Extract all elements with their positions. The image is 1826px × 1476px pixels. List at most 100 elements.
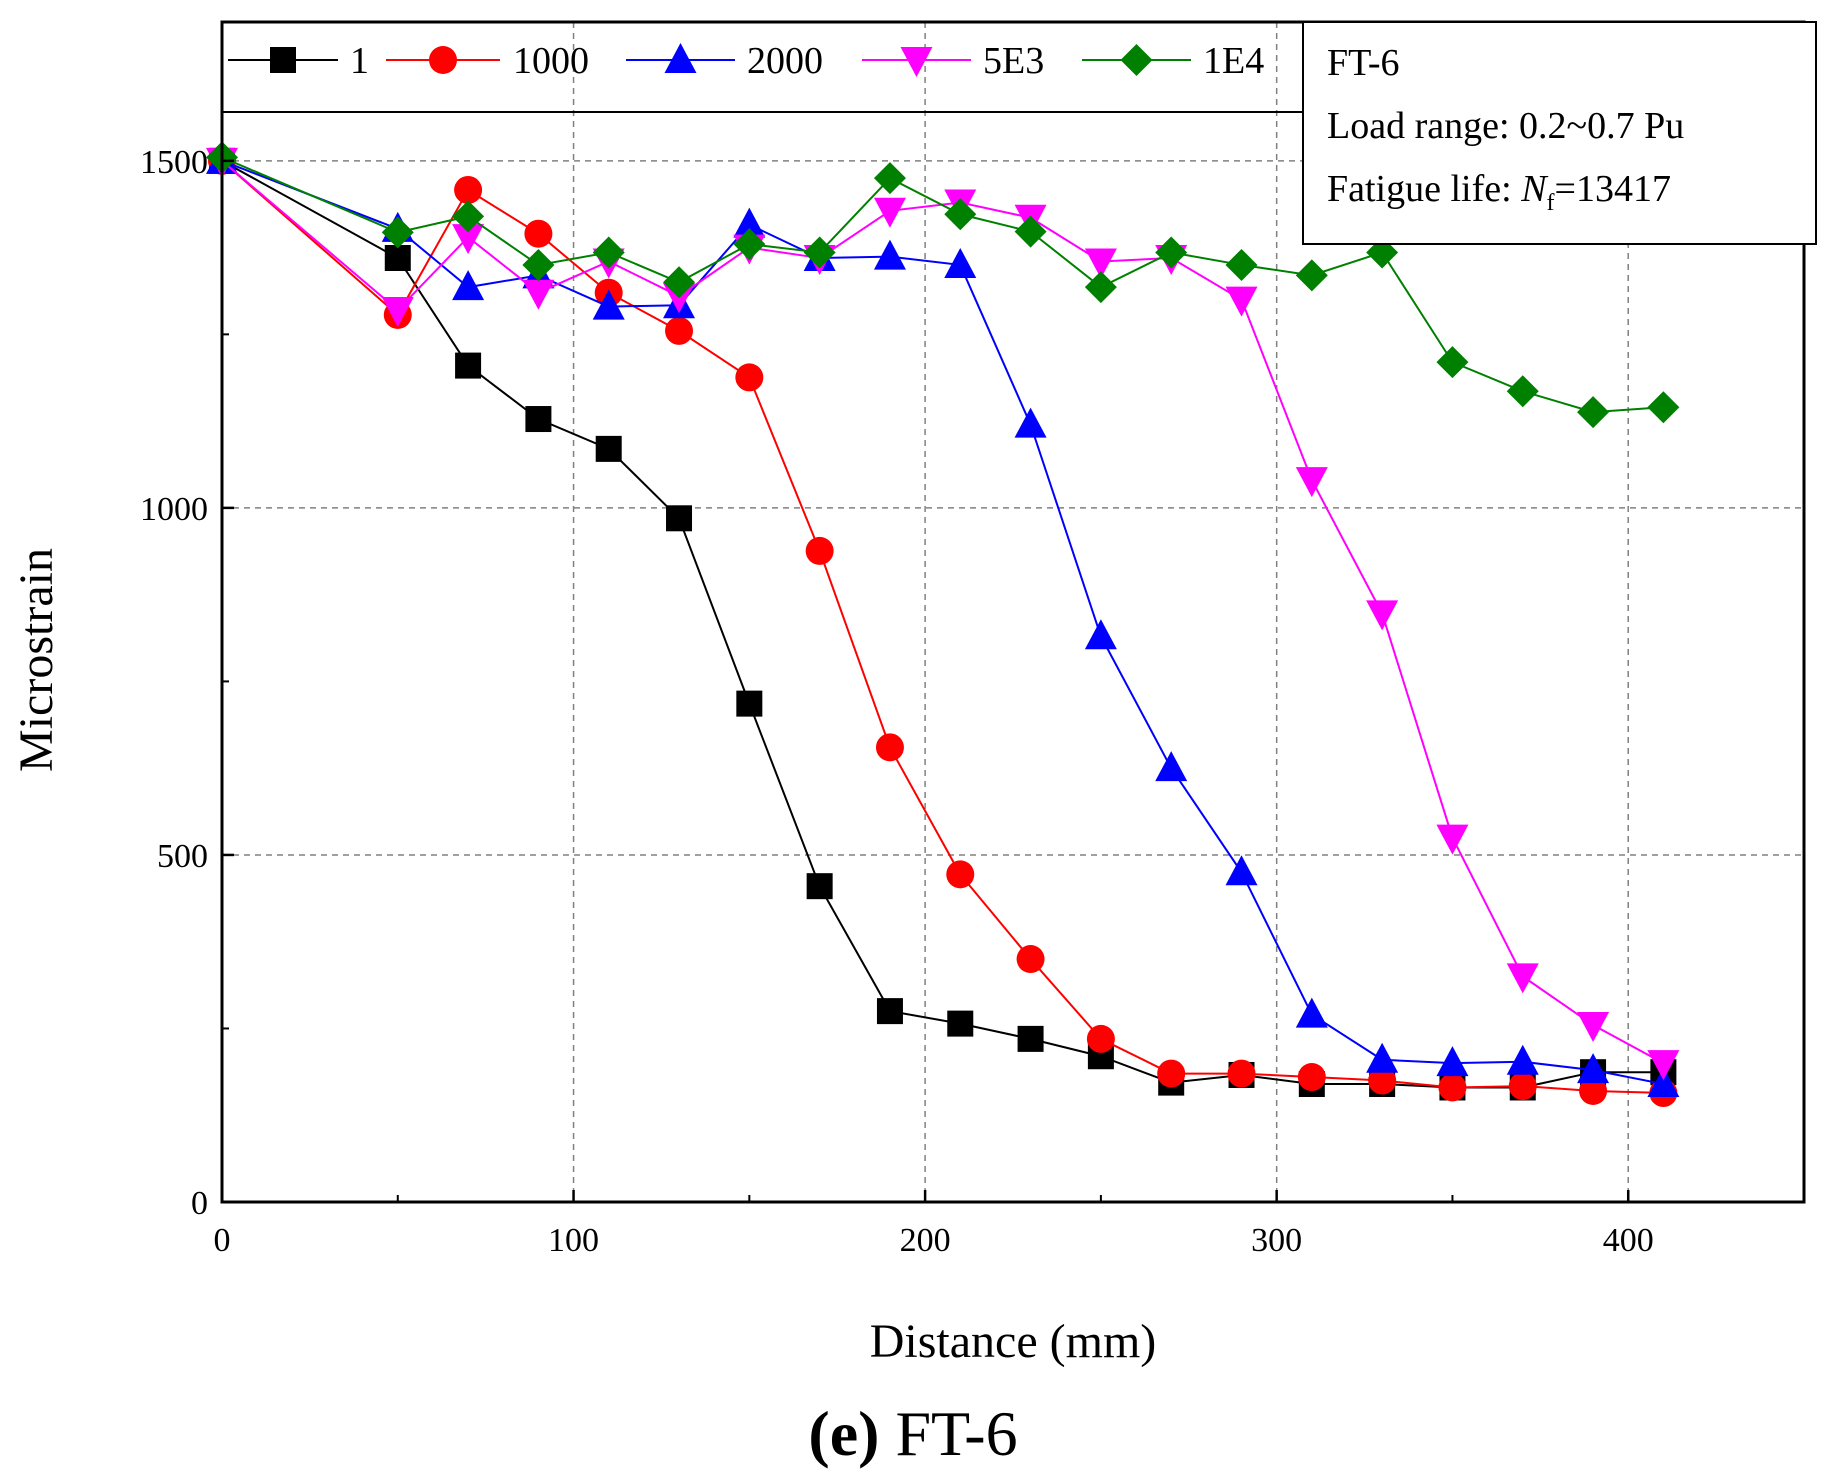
data-point bbox=[1155, 751, 1188, 782]
axis-ticks: 0 100 200 300 400 0 500 1000 1500 bbox=[140, 144, 1654, 1259]
series-1000 bbox=[208, 146, 1678, 1108]
data-point bbox=[1366, 1042, 1399, 1073]
info-box: FT-6 Load range: 0.2~0.7 Pu Fatigue life… bbox=[1302, 21, 1817, 245]
data-point bbox=[1647, 1067, 1680, 1097]
data-point bbox=[665, 316, 694, 345]
x-tick-label: 100 bbox=[548, 1222, 599, 1259]
data-point bbox=[1436, 346, 1469, 379]
data-point bbox=[1438, 1073, 1467, 1102]
data-point bbox=[1225, 248, 1258, 281]
data-point bbox=[736, 690, 763, 717]
data-point bbox=[1647, 1050, 1680, 1081]
info-nf-value: =13417 bbox=[1555, 168, 1671, 210]
x-tick-label: 200 bbox=[900, 1222, 951, 1259]
data-point bbox=[522, 279, 555, 310]
y-tick-label: 500 bbox=[157, 838, 208, 875]
data-point bbox=[454, 175, 483, 204]
data-point bbox=[873, 197, 906, 228]
legend-item-1: 1 bbox=[228, 40, 369, 82]
data-point bbox=[1295, 997, 1328, 1028]
series-1E4 bbox=[206, 141, 1680, 429]
data-point bbox=[522, 248, 555, 281]
data-point bbox=[735, 363, 764, 392]
legend-swatch-marker bbox=[664, 43, 697, 73]
data-point bbox=[1157, 1059, 1186, 1088]
data-point bbox=[525, 406, 552, 433]
data-point bbox=[1506, 375, 1539, 408]
data-point bbox=[1017, 1025, 1044, 1052]
data-point bbox=[1295, 259, 1328, 292]
info-fatigue-life: Fatigue life: Nf=13417 bbox=[1327, 168, 1671, 216]
data-point bbox=[452, 270, 485, 301]
data-point bbox=[381, 297, 414, 328]
info-nf-symbol: N bbox=[1520, 168, 1549, 210]
legend: 1 1000 2000 5E3 1E4 bbox=[222, 40, 1303, 113]
data-point bbox=[1577, 1012, 1610, 1042]
data-point bbox=[452, 200, 485, 233]
legend-swatch-marker bbox=[429, 46, 457, 74]
data-point bbox=[1297, 1063, 1326, 1092]
data-point bbox=[733, 228, 766, 261]
legend-swatch-marker bbox=[270, 47, 296, 73]
data-point bbox=[1506, 1044, 1539, 1075]
x-axis-label: Distance (mm) bbox=[870, 1315, 1157, 1368]
data-point bbox=[1227, 1059, 1256, 1088]
legend-swatch-marker bbox=[1120, 44, 1153, 76]
info-box-frame bbox=[1302, 21, 1817, 245]
legend-item-1E4: 1E4 bbox=[1082, 40, 1264, 82]
info-nf-subscript: f bbox=[1547, 190, 1555, 216]
x-tick-label: 0 bbox=[214, 1222, 231, 1259]
data-point bbox=[1084, 619, 1117, 650]
legend-label: 1000 bbox=[513, 40, 589, 82]
series-line bbox=[221, 159, 1664, 1089]
data-point bbox=[1647, 391, 1680, 424]
info-fatigue-label: Fatigue life: bbox=[1327, 168, 1521, 210]
legend-item-5E3: 5E3 bbox=[862, 40, 1044, 82]
data-point bbox=[733, 207, 766, 238]
legend-label: 2000 bbox=[747, 40, 823, 82]
data-point bbox=[663, 266, 696, 299]
plot-frame bbox=[220, 20, 1806, 1204]
data-point bbox=[1295, 467, 1328, 498]
legend-swatch-marker bbox=[900, 47, 933, 77]
caption-text: FT-6 bbox=[879, 1398, 1017, 1469]
data-point bbox=[946, 860, 975, 889]
data-point bbox=[947, 1010, 974, 1037]
data-point bbox=[1225, 855, 1258, 886]
data-point bbox=[1577, 396, 1610, 429]
series-line bbox=[221, 159, 1664, 1085]
legend-item-2000: 2000 bbox=[626, 40, 823, 82]
data-point bbox=[592, 236, 625, 269]
data-point bbox=[524, 219, 553, 248]
data-point bbox=[1366, 600, 1399, 631]
series-2000 bbox=[206, 143, 1680, 1097]
data-point bbox=[1436, 1046, 1469, 1077]
data-point bbox=[1577, 1053, 1610, 1084]
data-point bbox=[1579, 1076, 1608, 1105]
y-tick-label: 0 bbox=[191, 1185, 208, 1222]
legend-label: 5E3 bbox=[983, 40, 1044, 82]
data-point bbox=[1016, 945, 1045, 974]
data-point bbox=[1508, 1072, 1537, 1101]
figure-caption: (e) FT-6 bbox=[808, 1398, 1017, 1469]
y-tick-label: 1500 bbox=[140, 144, 208, 181]
legend-label: 1 bbox=[350, 40, 369, 82]
data-point bbox=[805, 536, 834, 565]
data-point bbox=[455, 352, 482, 379]
data-point bbox=[1436, 824, 1469, 855]
data-point bbox=[944, 247, 977, 278]
data-point bbox=[595, 435, 622, 462]
data-point bbox=[1086, 1024, 1115, 1053]
data-point bbox=[1084, 271, 1117, 304]
y-axis-label: Microstrain bbox=[10, 548, 63, 772]
data-point bbox=[873, 162, 906, 195]
data-point bbox=[806, 873, 833, 900]
data-point bbox=[1084, 248, 1117, 279]
data-point bbox=[876, 998, 903, 1025]
data-point bbox=[1014, 407, 1047, 438]
data-point bbox=[1368, 1066, 1397, 1095]
x-tick-label: 300 bbox=[1251, 1222, 1302, 1259]
data-point bbox=[666, 505, 693, 532]
y-tick-label: 1000 bbox=[140, 491, 208, 528]
x-tick-label: 400 bbox=[1603, 1222, 1654, 1259]
